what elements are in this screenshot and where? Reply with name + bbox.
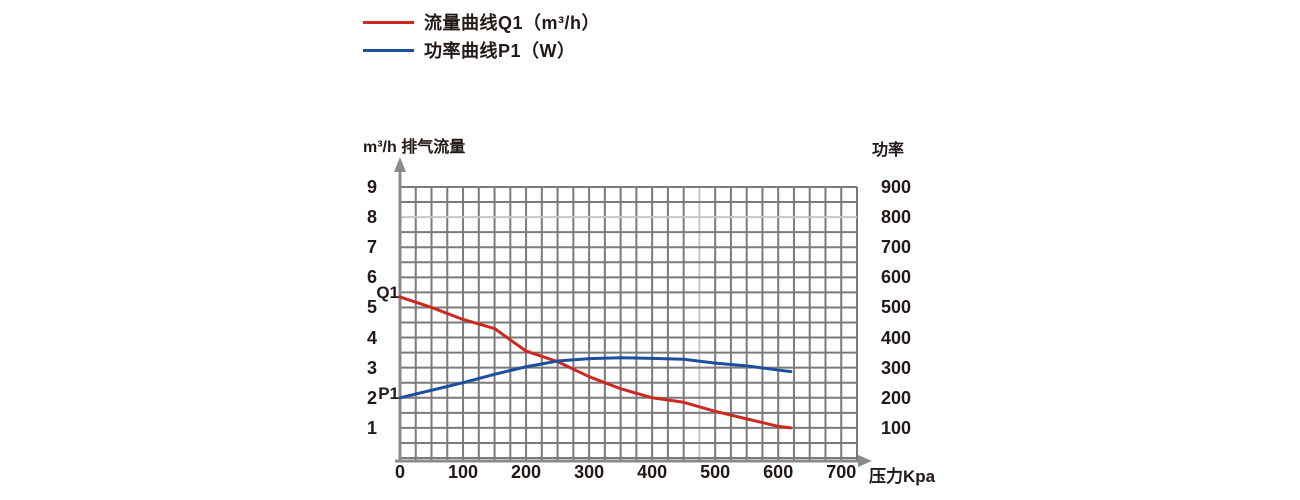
legend: 流量曲线Q1（m³/h） 功率曲线P1（W） [363, 12, 600, 68]
y-axis-arrow-icon [394, 157, 406, 172]
curve-start-label-Q1: Q1 [376, 282, 399, 302]
y-left-tick-label: 2 [366, 387, 377, 408]
legend-item-p1: 功率曲线P1（W） [363, 40, 600, 61]
x-axis-title: 压力Kpa [869, 467, 936, 486]
x-tick-label: 600 [763, 462, 794, 482]
y-left-tick-label: 6 [366, 267, 377, 288]
legend-label-q1: 流量曲线Q1（m³/h） [424, 13, 601, 33]
curve-start-label-P1: P1 [378, 383, 399, 403]
legend-line-q1-swatch [363, 20, 414, 24]
x-tick-label: 400 [637, 462, 668, 482]
y-right-tick-label: 600 [881, 267, 912, 288]
axis-lines [394, 157, 872, 467]
x-tick-label: 500 [700, 462, 731, 482]
legend-line-p1-swatch [363, 48, 414, 52]
grid-lines [399, 186, 858, 461]
y-left-tick-label: 7 [366, 237, 377, 258]
y-left-tick-label: 3 [366, 357, 377, 378]
y-right-tick-label: 900 [881, 177, 912, 197]
y-axis-left-title: m³/h 排气流量 [363, 139, 466, 156]
x-tick-label: 700 [826, 462, 857, 482]
y-left-tick-label: 8 [366, 207, 377, 228]
x-tick-label: 100 [448, 462, 479, 482]
x-axis-arrow-icon [858, 455, 872, 467]
y-right-tick-label: 500 [881, 297, 912, 318]
y-axis-right-title: 功率 [872, 142, 905, 159]
y-right-tick-label: 200 [881, 387, 912, 408]
legend-label-p1: 功率曲线P1（W） [424, 41, 576, 61]
y-left-tick-label: 4 [366, 327, 377, 348]
y-left-tick-label: 9 [366, 177, 377, 197]
series-line-P1 [398, 356, 793, 400]
x-tick-label: 300 [574, 462, 605, 482]
x-tick-label: 0 [394, 462, 405, 482]
y-right-tick-label: 300 [881, 357, 912, 378]
y-right-tick-label: 800 [881, 207, 912, 228]
x-tick-label: 200 [511, 462, 542, 482]
y-left-tick-label: 5 [366, 297, 377, 318]
legend-item-q1: 流量曲线Q1（m³/h） [363, 12, 601, 33]
y-right-tick-label: 400 [881, 327, 912, 348]
y-right-tick-label: 700 [881, 237, 912, 258]
series-line-Q1 [398, 295, 793, 430]
y-left-tick-label: 1 [366, 417, 377, 438]
y-right-tick-label: 100 [881, 417, 912, 438]
